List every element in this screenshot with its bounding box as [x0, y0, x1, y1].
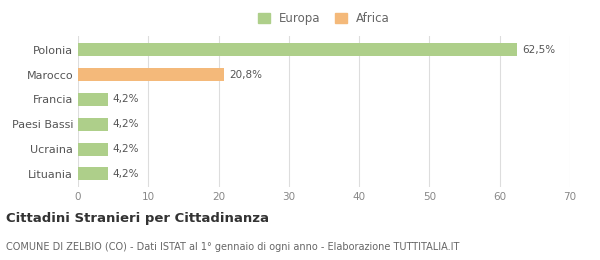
Text: 4,2%: 4,2% [112, 94, 139, 104]
Bar [78, 43, 517, 56]
Legend: Europa, Africa: Europa, Africa [256, 10, 392, 28]
Bar [78, 167, 107, 180]
Text: COMUNE DI ZELBIO (CO) - Dati ISTAT al 1° gennaio di ogni anno - Elaborazione TUT: COMUNE DI ZELBIO (CO) - Dati ISTAT al 1°… [6, 242, 460, 252]
Bar [78, 93, 107, 106]
Text: 4,2%: 4,2% [112, 119, 139, 129]
Text: 20,8%: 20,8% [229, 69, 262, 80]
Text: 4,2%: 4,2% [112, 144, 139, 154]
Text: 62,5%: 62,5% [522, 45, 556, 55]
Bar [78, 68, 224, 81]
Bar [78, 118, 107, 131]
Text: Cittadini Stranieri per Cittadinanza: Cittadini Stranieri per Cittadinanza [6, 212, 269, 225]
Bar [78, 142, 107, 155]
Text: 4,2%: 4,2% [112, 169, 139, 179]
